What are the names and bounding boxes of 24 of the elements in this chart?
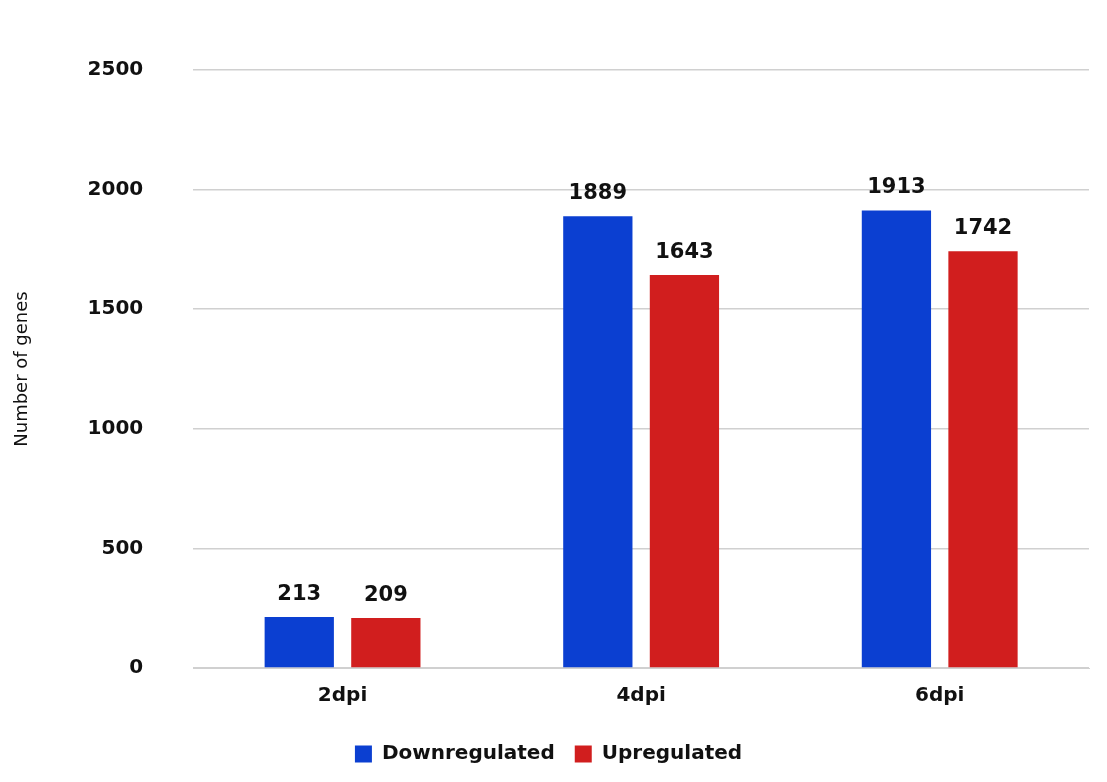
bar [351, 618, 421, 668]
y-tick-label: 0 [129, 654, 144, 679]
y-axis-title: Number of genes [10, 291, 32, 447]
legend-label: Downregulated [381, 740, 555, 765]
x-tick-label: 6dpi [915, 682, 965, 707]
y-tick-label: 1500 [87, 295, 144, 320]
data-label: 213 [277, 581, 322, 605]
bar [948, 251, 1018, 668]
y-tick-label: 2000 [87, 175, 144, 200]
y-tick-label: 2500 [87, 56, 144, 81]
bar [861, 210, 932, 668]
legend-label: Upregulated [601, 740, 743, 765]
bar [264, 617, 334, 668]
y-tick-label: 500 [101, 534, 144, 559]
x-tick-label: 4dpi [616, 682, 666, 707]
bar [649, 274, 720, 668]
data-label: 1889 [568, 180, 628, 205]
data-label: 1742 [953, 215, 1013, 240]
data-label: 1643 [655, 238, 714, 263]
x-tick-label: 2dpi [317, 682, 368, 707]
y-tick-label: 1000 [87, 415, 144, 439]
bar [563, 216, 633, 668]
data-label: 209 [363, 581, 408, 606]
data-label: 1913 [867, 174, 926, 199]
